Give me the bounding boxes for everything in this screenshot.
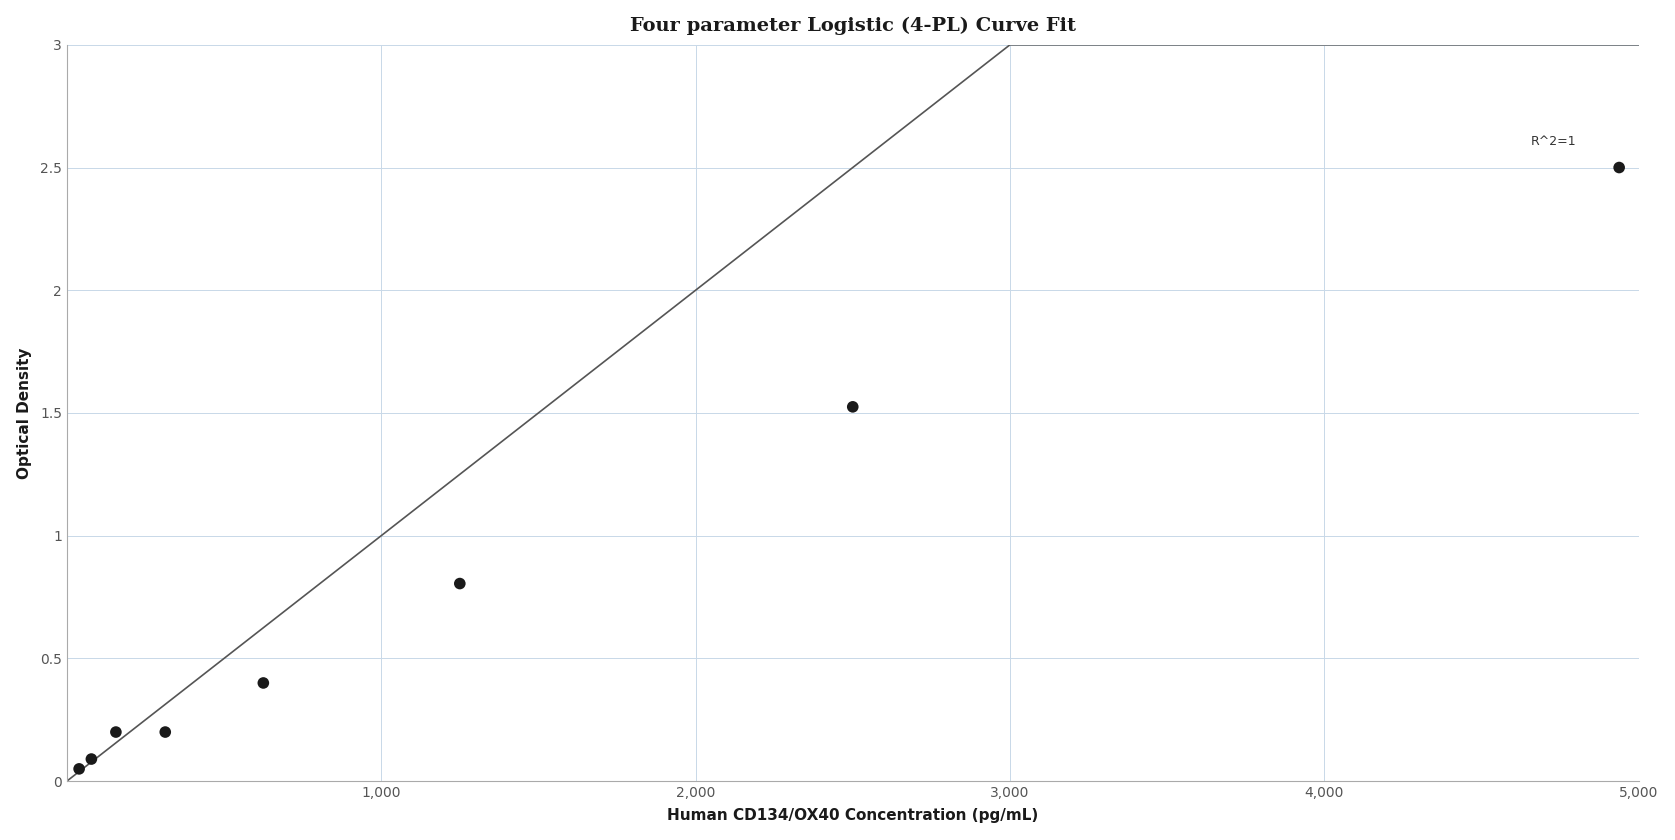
X-axis label: Human CD134/OX40 Concentration (pg/mL): Human CD134/OX40 Concentration (pg/mL)	[667, 808, 1038, 823]
Point	[1606, 160, 1633, 174]
Point	[152, 725, 179, 738]
Text: R^2=1: R^2=1	[1531, 135, 1576, 148]
Point	[447, 577, 474, 591]
Point	[250, 676, 276, 690]
Title: Four parameter Logistic (4-PL) Curve Fit: Four parameter Logistic (4-PL) Curve Fit	[630, 17, 1075, 35]
Point	[65, 762, 92, 775]
Point	[839, 400, 866, 413]
Point	[79, 753, 106, 766]
Point	[102, 725, 129, 738]
Y-axis label: Optical Density: Optical Density	[17, 347, 32, 479]
